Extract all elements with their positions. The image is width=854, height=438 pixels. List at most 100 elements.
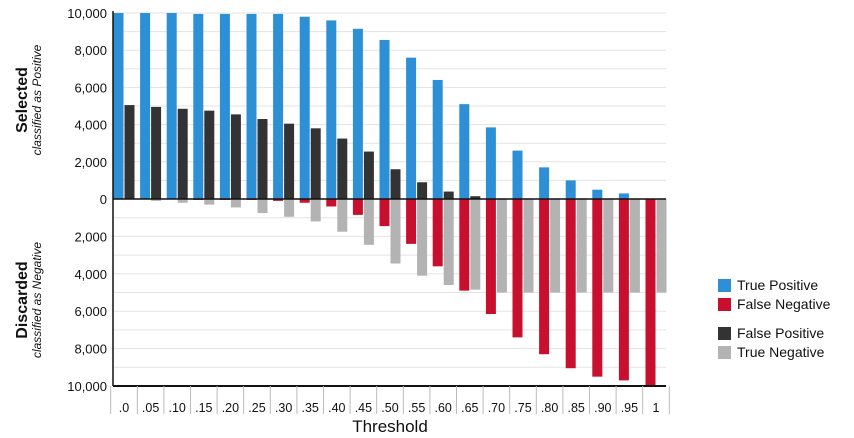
y-tick-label: 6,000 xyxy=(74,304,107,319)
bar-false-negative xyxy=(273,199,284,201)
bar-true-positive xyxy=(326,20,337,199)
bar-true-negative xyxy=(257,199,268,214)
bar-false-positive xyxy=(390,169,401,199)
x-tick-label: .95 xyxy=(621,401,638,415)
y-tick-label: 4,000 xyxy=(74,118,107,133)
bar-true-positive xyxy=(432,79,443,199)
bar-true-negative xyxy=(151,199,162,201)
discarded-axis-label: Discarded classified as Negative xyxy=(14,242,44,358)
bar-true-negative xyxy=(230,199,241,208)
bar-true-negative xyxy=(337,199,348,232)
x-tick-labels: .0 .05 .10 .15 .20 .25 .30 .35 .40 .45 .50 .55 .60 .6… xyxy=(110,386,670,415)
x-tick-label: .55 xyxy=(408,401,425,415)
x-tick-label: .40 xyxy=(328,401,345,415)
legend-label: False Negative xyxy=(737,296,831,312)
bar-true-positive xyxy=(618,193,629,199)
bar-true-positive xyxy=(273,13,284,200)
bar-true-negative xyxy=(470,199,481,290)
bar-true-positive xyxy=(219,13,230,200)
legend-swatch xyxy=(718,298,731,311)
y-tick-label: 8,000 xyxy=(74,342,107,357)
legend-label: True Positive xyxy=(737,277,818,293)
bar-false-positive xyxy=(151,106,162,199)
x-tick-label: .45 xyxy=(355,401,372,415)
x-tick-label: .25 xyxy=(248,401,265,415)
bar-true-positive xyxy=(459,104,470,199)
legend-swatch xyxy=(718,327,731,340)
bar-false-negative xyxy=(592,199,603,377)
x-tick-label: .60 xyxy=(435,401,452,415)
bar-false-negative xyxy=(379,199,390,227)
x-tick-label: .50 xyxy=(381,401,398,415)
y-tick-labels: 10,000 8,000 6,000 4,000 2,000 0 2,000 4,000 6,0… xyxy=(67,6,107,394)
bar-false-positive xyxy=(230,114,241,199)
bar-true-negative xyxy=(576,199,587,293)
x-axis-title: Threshold xyxy=(352,417,428,436)
bar-false-positive xyxy=(257,119,268,199)
bar-false-negative xyxy=(352,199,363,215)
bar-true-negative xyxy=(656,199,667,293)
bar-false-positive xyxy=(124,105,135,199)
bar-false-negative xyxy=(512,199,523,338)
bar-true-negative xyxy=(443,199,454,286)
y-tick-label: 8,000 xyxy=(74,43,107,58)
bar-false-negative xyxy=(618,199,629,381)
bar-false-negative xyxy=(299,199,310,203)
selected-axis-label: Selected classified as Positive xyxy=(14,44,44,155)
bar-false-negative xyxy=(432,199,443,267)
bar-true-positive xyxy=(379,39,390,199)
x-tick-label: .10 xyxy=(169,401,186,415)
bar-true-positive xyxy=(113,13,124,199)
y-tick-label: 6,000 xyxy=(74,80,107,95)
bar-false-positive xyxy=(284,123,295,199)
bar-true-positive xyxy=(299,16,310,199)
bar-false-positive xyxy=(177,108,188,199)
bar-false-negative xyxy=(539,199,550,355)
bar-false-negative xyxy=(326,199,337,207)
bar-true-negative xyxy=(204,199,215,205)
x-tick-label: 1 xyxy=(653,401,660,415)
x-tick-label: .65 xyxy=(461,401,478,415)
x-tick-label: .30 xyxy=(275,401,292,415)
y-tick-label: 2,000 xyxy=(74,229,107,244)
bar-true-negative xyxy=(310,199,321,222)
x-tick-label: .75 xyxy=(514,401,531,415)
bar-false-positive xyxy=(337,138,348,199)
bar-true-negative xyxy=(390,199,401,264)
legend-swatch xyxy=(718,346,731,359)
x-tick-label: .90 xyxy=(594,401,611,415)
bar-true-positive xyxy=(592,189,603,199)
axes xyxy=(112,11,666,387)
legend: True Positive False Negative False Positiv… xyxy=(718,277,831,360)
bar-true-positive xyxy=(246,13,257,200)
legend-label: True Negative xyxy=(737,344,825,360)
bar-false-negative xyxy=(485,199,496,315)
x-tick-label: .85 xyxy=(568,401,585,415)
bar-true-negative xyxy=(363,199,374,245)
bars xyxy=(113,13,667,386)
bar-false-positive xyxy=(204,110,215,199)
bar-true-positive xyxy=(565,180,576,199)
bar-false-positive xyxy=(443,191,454,199)
bar-true-positive xyxy=(140,13,151,199)
bar-true-positive xyxy=(512,150,523,199)
bar-true-positive xyxy=(193,13,204,200)
y-tick-label: 10,000 xyxy=(67,6,107,21)
bar-false-positive xyxy=(363,151,374,199)
bar-true-positive xyxy=(406,57,417,199)
y-tick-label: 4,000 xyxy=(74,267,107,282)
bar-true-negative xyxy=(177,199,188,203)
bar-true-negative xyxy=(417,199,428,276)
x-tick-label: .35 xyxy=(302,401,319,415)
y-tick-label: 2,000 xyxy=(74,155,107,170)
bar-true-negative xyxy=(603,199,614,293)
bar-true-negative xyxy=(550,199,561,293)
discarded-title: Discarded xyxy=(14,261,31,338)
bar-false-positive xyxy=(310,128,321,199)
y-tick-label: 0 xyxy=(100,192,107,207)
x-tick-label: .80 xyxy=(541,401,558,415)
bar-false-positive xyxy=(417,182,428,199)
bar-true-positive xyxy=(485,127,496,199)
legend-label: False Positive xyxy=(737,325,824,341)
